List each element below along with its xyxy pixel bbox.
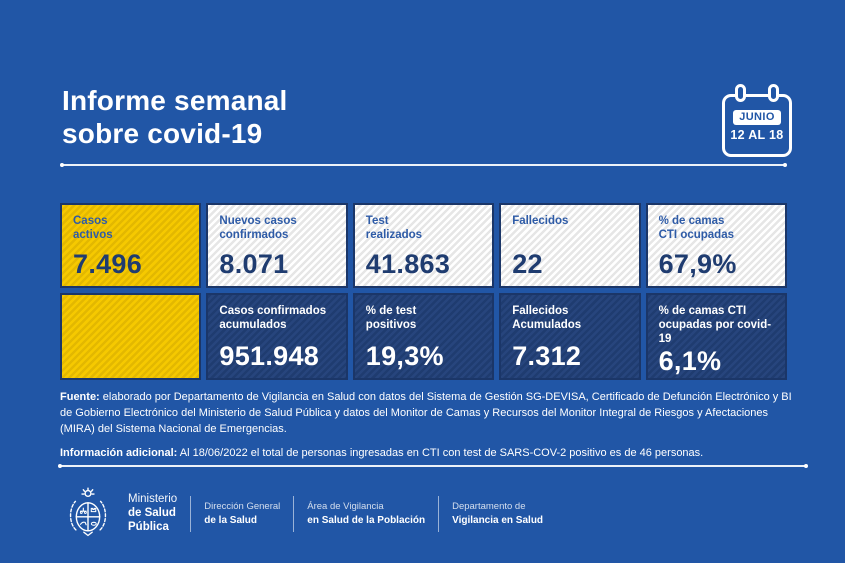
stat-label: % de camas CTI ocupadas por covid-19 <box>658 305 772 346</box>
coat-of-arms-logo <box>69 487 107 537</box>
stat-label: Nuevos casos confirmados <box>219 215 297 242</box>
footer-divider <box>190 496 192 532</box>
footer-divider <box>293 496 295 532</box>
title-line1: Informe semanal <box>62 85 288 116</box>
stat-card-camas-cti-covid: % de camas CTI ocupadas por covid-19 6,1… <box>645 293 787 380</box>
stat-label: Casos activos <box>73 215 113 242</box>
stat-card-filler-yellow <box>60 293 202 380</box>
calendar-icon: JUNIO 12 AL 18 <box>722 84 792 160</box>
info-divider <box>58 464 808 468</box>
stat-value: 951.948 <box>219 341 320 371</box>
additional-info-note: Información adicional: Al 18/06/2022 el … <box>60 446 806 462</box>
stat-label: % de camas CTI ocupadas <box>658 215 734 242</box>
stat-card-casos-activos: Casos activos 7.496 <box>60 203 202 288</box>
footer-divider <box>438 496 440 532</box>
stat-value: 19,3% <box>365 341 444 371</box>
ministry-name: Ministerio de Salud Pública <box>128 493 177 534</box>
stat-value: 67,9% <box>658 249 737 279</box>
source-note-prefix: Fuente: <box>60 391 100 403</box>
calendar-month-label: JUNIO <box>733 109 781 125</box>
stat-label: Fallecidos Acumulados <box>512 305 582 332</box>
source-note: Fuente: elaborado por Departamento de Vi… <box>60 390 797 438</box>
calendar-ring-icon <box>735 84 746 102</box>
stat-label: Test realizados <box>365 215 423 242</box>
stat-value: 7.312 <box>512 341 582 371</box>
unit-area-vigilancia: Área de Vigilancia en Salud de la Poblac… <box>307 500 425 527</box>
stat-card-camas-cti: % de camas CTI ocupadas 67,9% <box>645 203 787 288</box>
additional-info-prefix: Información adicional: <box>60 447 178 459</box>
ministry-line2: de Salud <box>128 507 176 520</box>
ministry-line1: Ministerio <box>128 493 178 506</box>
footer: Ministerio de Salud Pública Dirección Ge… <box>60 486 543 542</box>
stat-value: 6,1% <box>658 346 722 377</box>
stat-value: 22 <box>512 249 543 279</box>
stat-card-fallecidos-acumulados: Fallecidos Acumulados 7.312 <box>499 293 641 380</box>
calendar-body: JUNIO 12 AL 18 <box>722 94 792 157</box>
stat-card-test-positivos: % de test positivos 19,3% <box>352 293 495 380</box>
stat-card-nuevos-casos: Nuevos casos confirmados 8.071 <box>206 203 348 288</box>
title-line2: sobre covid-19 <box>62 118 263 150</box>
unit-line2: en Salud de la Población <box>307 514 426 526</box>
stat-label: % de test positivos <box>365 305 417 332</box>
stat-card-fallecidos: Fallecidos 22 <box>499 203 641 288</box>
stat-value: 7.496 <box>73 249 143 279</box>
unit-line1: Área de Vigilancia <box>307 501 384 513</box>
stat-card-test-realizados: Test realizados 41.863 <box>352 203 495 288</box>
stat-label: Fallecidos <box>512 215 569 227</box>
ministry-line3: Pública <box>128 520 169 533</box>
unit-line2: de la Salud <box>204 514 258 526</box>
calendar-ring-icon <box>768 84 779 102</box>
unit-departamento-vigilancia: Departamento de Vigilancia en Salud <box>452 500 543 527</box>
unit-line1: Departamento de <box>452 501 526 513</box>
page-title: Informe semanal sobre covid-19 <box>62 84 288 150</box>
additional-info-text: Al 18/06/2022 el total de personas ingre… <box>177 447 704 459</box>
unit-line1: Dirección General <box>204 501 281 513</box>
stat-value: 8.071 <box>219 249 289 279</box>
source-note-text: elaborado por Departamento de Vigilancia… <box>60 391 792 435</box>
stat-value: 41.863 <box>365 249 451 279</box>
stat-card-casos-acumulados: Casos confirmados acumulados 951.948 <box>206 293 348 380</box>
stats-grid: Casos activos 7.496 Nuevos casos confirm… <box>60 203 787 380</box>
unit-line2: Vigilancia en Salud <box>452 514 544 526</box>
stat-label: Casos confirmados acumulados <box>219 305 327 332</box>
unit-direccion-general: Dirección General de la Salud <box>204 500 280 527</box>
calendar-range-label: 12 AL 18 <box>730 127 784 142</box>
title-divider <box>60 163 787 167</box>
